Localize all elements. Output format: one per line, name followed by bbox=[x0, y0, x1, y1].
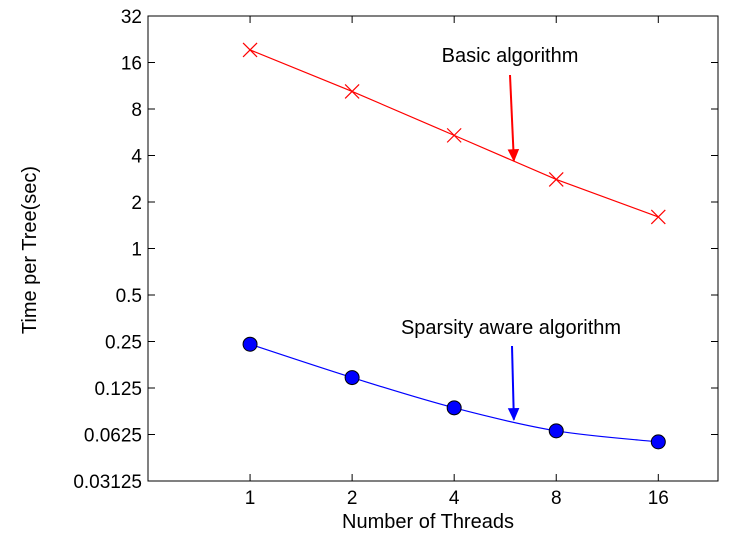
plot-frame bbox=[147, 15, 719, 482]
x-tick-label: 4 bbox=[449, 488, 460, 509]
y-axis-label: Time per Tree(sec) bbox=[19, 166, 41, 334]
annotation-label: Basic algorithm bbox=[442, 45, 579, 67]
annotation-arrow-head bbox=[507, 407, 520, 421]
marker-stroke bbox=[242, 42, 258, 58]
y-tick-label: 0.125 bbox=[94, 379, 142, 400]
y-tick-label: 1 bbox=[131, 240, 142, 261]
y-tick-label: 8 bbox=[131, 100, 142, 121]
y-tick-label: 32 bbox=[121, 7, 142, 28]
axis-ticks: 0.03125 0.0625 0.125 0.25 0.5 1 2 4 8 16 32 1 2 4 8 16 bbox=[73, 7, 718, 509]
x-tick-label: 16 bbox=[648, 488, 669, 509]
annotation-arrow-shaft bbox=[511, 345, 515, 420]
data-point-circle bbox=[446, 400, 462, 416]
marker-stroke bbox=[344, 83, 360, 99]
y-tick-label: 0.03125 bbox=[73, 472, 142, 493]
x-tick-label: 8 bbox=[551, 488, 562, 509]
y-tick-label: 0.5 bbox=[116, 286, 142, 307]
x-axis-label: Number of Threads bbox=[342, 511, 514, 533]
plot-area bbox=[147, 15, 719, 482]
data-point-circle bbox=[242, 336, 258, 352]
x-tick-label: 2 bbox=[347, 488, 358, 509]
annotation-arrow-head bbox=[507, 148, 520, 162]
y-tick-label: 4 bbox=[131, 147, 142, 168]
annotation-label: Sparsity aware algorithm bbox=[401, 317, 621, 339]
data-point-circle bbox=[344, 370, 360, 386]
y-tick-label: 0.0625 bbox=[84, 426, 142, 447]
data-point-x-marker bbox=[242, 42, 258, 58]
x-tick-label: 1 bbox=[245, 488, 256, 509]
data-point-x-marker bbox=[548, 172, 564, 187]
data-point-circle bbox=[548, 423, 564, 439]
data-point-x-marker bbox=[344, 83, 360, 99]
data-point-x-marker bbox=[446, 127, 462, 143]
y-tick-label: 2 bbox=[131, 193, 142, 214]
marker-stroke bbox=[650, 209, 666, 225]
y-tick-label: 16 bbox=[121, 54, 142, 75]
marker-stroke bbox=[446, 127, 462, 143]
data-point-x-marker bbox=[650, 209, 666, 225]
annotations: Basic algorithm Sparsity aware algorithm bbox=[401, 45, 621, 421]
y-tick-label: 0.25 bbox=[105, 333, 142, 354]
annotation-arrow-shaft bbox=[509, 74, 515, 161]
marker-stroke bbox=[548, 172, 564, 187]
data-point-circle bbox=[650, 434, 666, 450]
series-layer bbox=[242, 42, 666, 450]
